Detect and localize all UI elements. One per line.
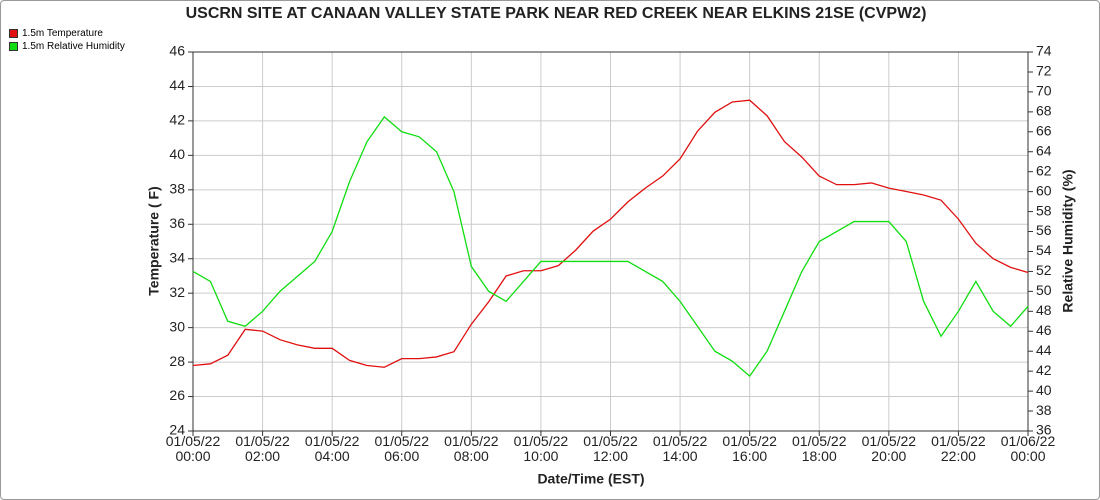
x-tick-label: 01/05/22 06:00 [374,433,430,464]
y2-axis-label: Relative Humidity (%) [1060,169,1076,312]
y-tick-label: 26 [169,387,185,403]
y-tick-label: 32 [169,284,185,300]
y2-tick-label: 56 [1036,222,1052,238]
y2-tick-label: 42 [1036,362,1052,378]
x-axis-label: Date/Time (EST) [537,471,644,487]
x-tick-label: 01/06/22 00:00 [1000,433,1056,464]
y2-tick-label: 58 [1036,202,1052,218]
y2-tick-label: 52 [1036,262,1052,278]
y2-tick-label: 46 [1036,322,1052,338]
y2-tick-label: 50 [1036,282,1052,298]
y2-tick-label: 74 [1036,43,1052,59]
line [192,115,1029,378]
legend-item: 1.5m Temperature [9,28,103,39]
x-tick-label: 01/05/22 16:00 [722,433,777,464]
y-tick-label: 40 [169,146,185,162]
y-tick-label: 28 [169,353,185,369]
x-tick-label: 01/05/22 20:00 [861,433,917,464]
x-tick-label: 01/05/22 00:00 [165,433,221,464]
x-tick-label: 01/05/22 12:00 [583,433,638,464]
y2-tick-label: 40 [1036,382,1052,398]
x-tick-label: 01/05/22 22:00 [931,433,986,464]
x-tick-label: 01/05/22 18:00 [792,433,847,464]
y2-tick-label: 68 [1036,103,1052,119]
y-tick-label: 38 [169,181,185,197]
y2-tick-label: 48 [1036,302,1052,318]
y2-tick-label: 54 [1036,242,1052,258]
y2-tick-label: 64 [1036,142,1052,158]
legend-swatch [9,29,18,38]
y2-tick-label: 44 [1036,342,1052,358]
y-tick-label: 34 [169,249,185,265]
legend-swatch [9,42,18,51]
y-tick-label: 42 [169,112,185,128]
y2-tick-label: 62 [1036,162,1052,178]
legend-label: 1.5m Relative Humidity [22,41,125,52]
y2-tick-label: 38 [1036,402,1052,418]
chart-title: USCRN SITE AT CANAAN VALLEY STATE PARK N… [186,5,927,22]
x-tick-label: 01/05/22 10:00 [513,433,569,464]
y2-tick-label: 60 [1036,182,1052,198]
y-tick-label: 44 [169,77,185,93]
x-tick-label: 01/05/22 04:00 [304,433,360,464]
y-tick-label: 30 [169,318,185,334]
legend-label: 1.5m Temperature [22,28,103,39]
y2-tick-label: 66 [1036,122,1052,138]
legend-item: 1.5m Relative Humidity [9,41,125,52]
x-tick-label: 01/05/22 14:00 [652,433,708,464]
y-tick-label: 24 [169,422,185,438]
y-tick-label: 36 [169,215,185,231]
x-tick-label: 01/05/22 08:00 [444,433,499,464]
y2-tick-label: 36 [1036,422,1052,438]
line [192,99,1029,368]
y-axis-label: Temperature ( F) [146,186,162,295]
x-tick-label: 01/05/22 02:00 [235,433,290,464]
y2-tick-label: 70 [1036,83,1052,99]
y2-tick-label: 72 [1036,63,1052,79]
plot-frame [192,51,1029,432]
y-tick-label: 46 [169,43,185,59]
